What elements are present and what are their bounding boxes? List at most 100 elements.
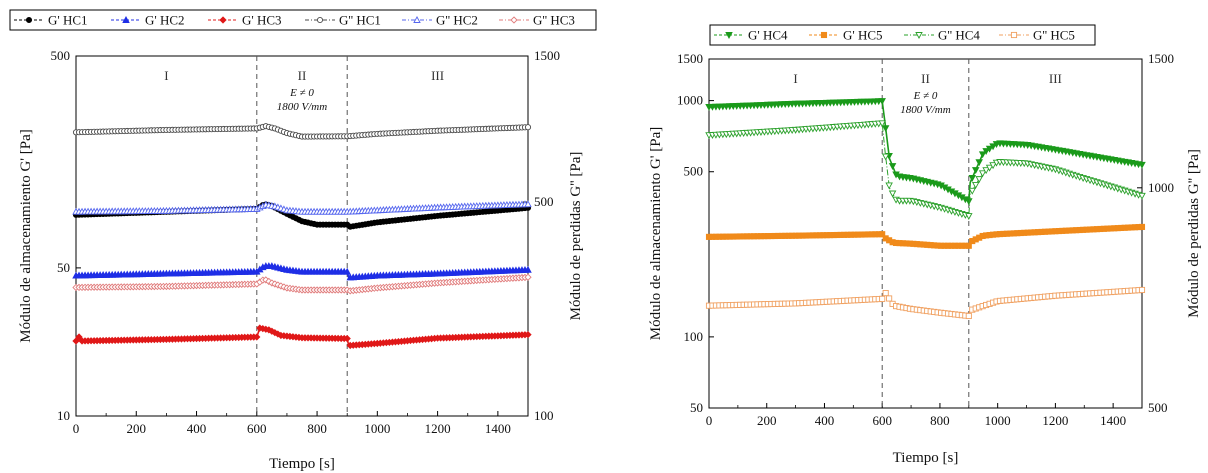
data-point: [885, 182, 893, 190]
y-right-tick-label: 500: [534, 194, 554, 209]
x-axis-label: Tiempo [s]: [269, 456, 335, 472]
region-label: I: [793, 71, 797, 86]
data-point: [989, 162, 997, 170]
series-g-loss-hc2: [72, 200, 532, 215]
legend-label: G'' HC5: [1033, 28, 1075, 43]
data-point: [878, 98, 886, 106]
legend-marker: [413, 16, 421, 23]
x-tick-label: 1200: [1042, 413, 1068, 428]
y-right-tick-label: 1000: [1148, 180, 1174, 195]
legend-entry-g-loss-hc3: G'' HC3: [499, 13, 575, 28]
data-point: [971, 182, 980, 189]
data-point: [1138, 192, 1146, 200]
data-point: [978, 170, 987, 178]
legend-marker: [1010, 31, 1018, 39]
legend: G' HC1 G' HC2 G' HC3 G'' HC1 G'' HC2 G'' HC3: [9, 9, 597, 31]
field-annotation: E ≠ 0: [913, 90, 938, 102]
data-point: [968, 187, 977, 195]
data-point: [75, 333, 83, 341]
data-point: [886, 295, 893, 302]
y-right-axis-label: Módulo de perdidas G'' [Pa]: [1186, 149, 1202, 318]
legend-entry-g-hc1: G' HC1: [14, 13, 88, 28]
data-point: [343, 267, 351, 275]
series-g-loss-hc4: [705, 120, 1146, 220]
x-tick-label: 600: [872, 413, 892, 428]
field-annotation: E ≠ 0: [289, 87, 314, 99]
series-g-hc3: [72, 324, 532, 350]
y-left-tick-label: 1000: [677, 93, 703, 108]
data-point: [881, 153, 890, 161]
x-tick-label: 1400: [485, 421, 511, 436]
chart-left: 0 200 400 600 800 1000 1200 1400 10 50 500 100 500 15…: [9, 9, 597, 472]
series-g-loss-hc1: [72, 123, 532, 140]
data-point: [1138, 161, 1146, 169]
data-point: [524, 265, 532, 273]
series-g-loss-hc5: [705, 286, 1146, 320]
data-point: [978, 151, 987, 159]
legend-label: G' HC3: [242, 13, 282, 28]
y-left-tick-label: 10: [57, 408, 70, 423]
data-point: [343, 334, 351, 343]
legend-label: G' HC2: [145, 13, 185, 28]
x-tick-label: 1000: [364, 421, 390, 436]
legend-marker: [219, 16, 227, 24]
x-tick-label: 400: [815, 413, 835, 428]
series-g-loss-hc3: [72, 273, 532, 295]
x-tick-label: 1400: [1100, 413, 1126, 428]
legend-label: G'' HC3: [533, 13, 575, 28]
y-left-axis-label: Módulo de almacenamiento G' [Pa]: [18, 129, 34, 342]
data-point: [888, 190, 897, 198]
field-annotation: 1800 V/mm: [900, 104, 950, 116]
region-label: III: [431, 68, 444, 83]
region-label: III: [1049, 71, 1062, 86]
y-left-axis-label: Módulo de almacenamiento G' [Pa]: [648, 127, 664, 340]
legend-box: [9, 9, 597, 31]
data-point: [968, 174, 977, 182]
data-point: [982, 167, 990, 175]
x-tick-label: 1000: [985, 413, 1011, 428]
y-left-tick-label: 100: [684, 329, 704, 344]
series-g-hc5: [705, 223, 1146, 249]
data-point: [524, 273, 532, 281]
legend-entry-g-hc3: G' HC3: [208, 13, 282, 28]
data-point: [524, 331, 532, 339]
legend-entry-g-hc4: G' HC4: [714, 28, 788, 43]
y-left-tick-label: 50: [690, 400, 703, 415]
legend: G' HC4 G' HC5 G'' HC4 G'' HC5: [709, 24, 1096, 46]
data-point: [879, 231, 886, 238]
data-point: [975, 159, 983, 167]
data-point: [965, 242, 972, 249]
legend-label: G' HC4: [748, 28, 788, 43]
data-point: [965, 312, 972, 320]
legend-entry-g-loss-hc2: G'' HC2: [402, 13, 478, 28]
y-right-tick-label: 1500: [1148, 51, 1174, 66]
legend-entry-g-loss-hc5: G'' HC5: [999, 28, 1075, 43]
data-point: [989, 143, 997, 151]
legend-label: G' HC1: [48, 13, 88, 28]
y-right-tick-label: 100: [534, 408, 554, 423]
data-point: [971, 167, 980, 175]
field-annotation: 1800 V/mm: [277, 101, 327, 113]
x-tick-label: 800: [930, 413, 950, 428]
plot-frame: [75, 55, 529, 417]
legend-label: G'' HC1: [339, 13, 381, 28]
data-point: [1138, 286, 1146, 294]
data-point: [975, 176, 983, 184]
data-point: [882, 290, 889, 297]
plot-frame: [708, 58, 1143, 409]
y-right-tick-label: 1500: [534, 48, 560, 63]
x-tick-label: 1200: [425, 421, 451, 436]
legend-entry-g-hc5: G' HC5: [809, 28, 883, 43]
legend-label: G'' HC2: [436, 13, 478, 28]
data-point: [253, 333, 261, 341]
data-point: [878, 120, 886, 128]
data-point: [879, 295, 886, 302]
y-left-tick-label: 50: [57, 260, 70, 275]
legend-marker: [510, 16, 518, 24]
data-point: [965, 198, 973, 206]
legend-label: G' HC5: [843, 28, 883, 43]
legend-label: G'' HC4: [938, 28, 980, 43]
y-right-axis-label: Módulo de perdidas G'' [Pa]: [568, 152, 584, 321]
series-g-hc2: [72, 262, 532, 281]
legend-entry-g-loss-hc4: G'' HC4: [904, 28, 980, 43]
